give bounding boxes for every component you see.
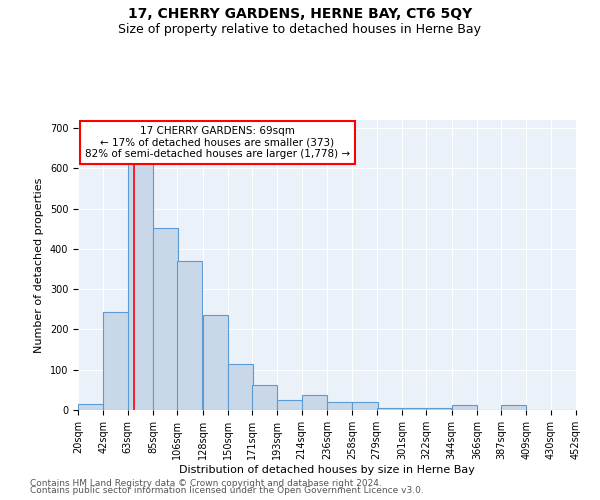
Bar (426, 408, 451, 410)
Bar (302, 395, 327, 410)
Bar (103, 312, 129, 410)
Bar (277, 400, 303, 410)
Text: Size of property relative to detached houses in Herne Bay: Size of property relative to detached ho… (119, 22, 482, 36)
Text: 17 CHERRY GARDENS: 69sqm
← 17% of detached houses are smaller (373)
82% of semi-: 17 CHERRY GARDENS: 69sqm ← 17% of detach… (85, 126, 350, 159)
Bar (452, 405, 477, 410)
Bar (402, 408, 427, 410)
Bar (501, 405, 526, 410)
Bar (228, 364, 253, 410)
Bar (203, 316, 228, 410)
Bar (153, 228, 178, 410)
X-axis label: Distribution of detached houses by size in Herne Bay: Distribution of detached houses by size … (179, 464, 475, 474)
Bar (352, 402, 378, 410)
Bar (78, 404, 103, 410)
Bar (252, 384, 277, 410)
Text: 17, CHERRY GARDENS, HERNE BAY, CT6 5QY: 17, CHERRY GARDENS, HERNE BAY, CT6 5QY (128, 8, 472, 22)
Y-axis label: Number of detached properties: Number of detached properties (34, 178, 44, 352)
Bar (128, 146, 153, 410)
Text: Contains public sector information licensed under the Open Government Licence v3: Contains public sector information licen… (30, 486, 424, 495)
Text: Contains HM Land Registry data © Crown copyright and database right 2024.: Contains HM Land Registry data © Crown c… (30, 478, 382, 488)
Bar (177, 261, 202, 410)
Bar (377, 408, 402, 410)
Bar (327, 402, 352, 410)
